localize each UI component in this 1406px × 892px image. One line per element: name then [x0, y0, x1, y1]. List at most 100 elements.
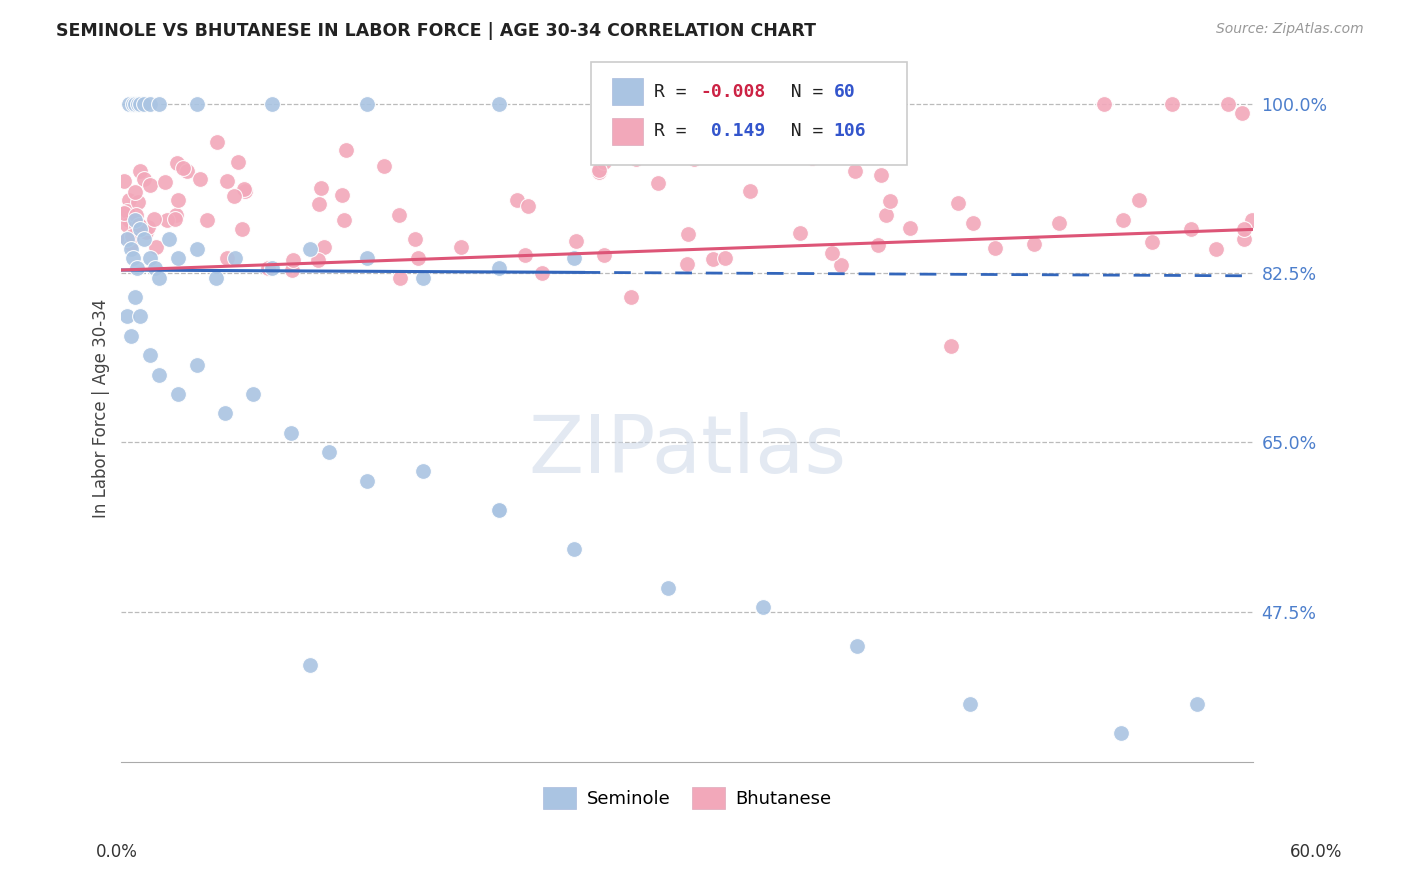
Point: [657, 581, 679, 595]
Point: [124, 185, 146, 199]
Point: [1142, 235, 1164, 249]
Point: [959, 697, 981, 711]
Point: [262, 96, 284, 111]
Point: [1233, 232, 1256, 246]
Point: [412, 270, 434, 285]
Point: [1111, 213, 1133, 227]
Point: [129, 310, 152, 324]
Point: [412, 464, 434, 478]
Point: [115, 218, 138, 232]
Point: [830, 258, 852, 272]
Point: [129, 222, 152, 236]
Point: [121, 252, 143, 266]
Point: [136, 220, 159, 235]
Point: [148, 368, 170, 382]
Point: [115, 232, 138, 246]
Point: [946, 195, 969, 210]
Point: [132, 232, 155, 246]
Text: ZIPatlas: ZIPatlas: [529, 412, 846, 490]
Point: [513, 248, 536, 262]
Point: [121, 229, 143, 244]
Point: [870, 169, 893, 183]
Point: [157, 232, 180, 246]
Point: [125, 209, 148, 223]
Point: [138, 96, 160, 111]
Point: [488, 96, 510, 111]
Point: [565, 234, 588, 248]
Point: [167, 387, 190, 401]
Point: [506, 193, 529, 207]
Text: N =: N =: [769, 83, 834, 101]
Point: [148, 270, 170, 285]
Point: [941, 338, 963, 352]
Point: [763, 146, 786, 161]
Point: [205, 135, 228, 149]
Point: [127, 194, 149, 209]
Point: [1205, 242, 1227, 256]
Point: [752, 96, 775, 111]
Text: N =: N =: [769, 122, 834, 140]
Point: [155, 175, 177, 189]
Point: [222, 189, 245, 203]
Point: [128, 218, 150, 232]
Point: [118, 96, 141, 111]
Point: [124, 212, 146, 227]
Point: [280, 425, 302, 440]
Point: [224, 252, 246, 266]
Point: [588, 162, 610, 177]
Point: [388, 208, 411, 222]
Point: [330, 188, 353, 202]
Point: [124, 290, 146, 304]
Point: [112, 174, 135, 188]
Point: [450, 240, 472, 254]
Point: [676, 257, 699, 271]
Point: [127, 96, 149, 111]
Point: [125, 219, 148, 233]
Point: [613, 138, 636, 153]
Point: [125, 261, 148, 276]
Point: [389, 270, 412, 285]
Point: [166, 156, 188, 170]
Point: [148, 96, 170, 111]
Point: [129, 163, 152, 178]
Point: [488, 261, 510, 276]
Point: [188, 172, 211, 186]
Point: [844, 164, 866, 178]
Point: [112, 205, 135, 219]
Point: [257, 261, 280, 276]
Point: [145, 240, 167, 254]
Point: [1216, 96, 1239, 111]
Point: [115, 310, 138, 324]
Point: [752, 599, 775, 614]
Point: [866, 238, 889, 252]
Point: [262, 261, 284, 276]
Point: [1109, 725, 1132, 739]
Point: [1047, 216, 1070, 230]
Text: 60: 60: [834, 83, 855, 101]
Point: [846, 639, 869, 653]
Point: [172, 161, 194, 175]
Point: [404, 232, 426, 246]
Point: [516, 198, 538, 212]
Text: Source: ZipAtlas.com: Source: ZipAtlas.com: [1216, 22, 1364, 37]
Point: [1022, 236, 1045, 251]
Point: [984, 241, 1007, 255]
Point: [356, 252, 378, 266]
Point: [135, 225, 157, 239]
Point: [299, 657, 322, 672]
Point: [624, 152, 647, 166]
Text: R =: R =: [654, 83, 697, 101]
Text: SEMINOLE VS BHUTANESE IN LABOR FORCE | AGE 30-34 CORRELATION CHART: SEMINOLE VS BHUTANESE IN LABOR FORCE | A…: [56, 22, 817, 40]
Point: [308, 197, 330, 211]
Point: [120, 242, 142, 256]
Point: [118, 194, 141, 208]
Point: [233, 184, 256, 198]
Point: [332, 212, 354, 227]
Point: [1160, 96, 1182, 111]
Point: [962, 217, 984, 231]
Point: [588, 165, 610, 179]
Point: [176, 164, 198, 178]
Point: [335, 143, 357, 157]
Point: [121, 96, 143, 111]
Point: [139, 178, 162, 192]
